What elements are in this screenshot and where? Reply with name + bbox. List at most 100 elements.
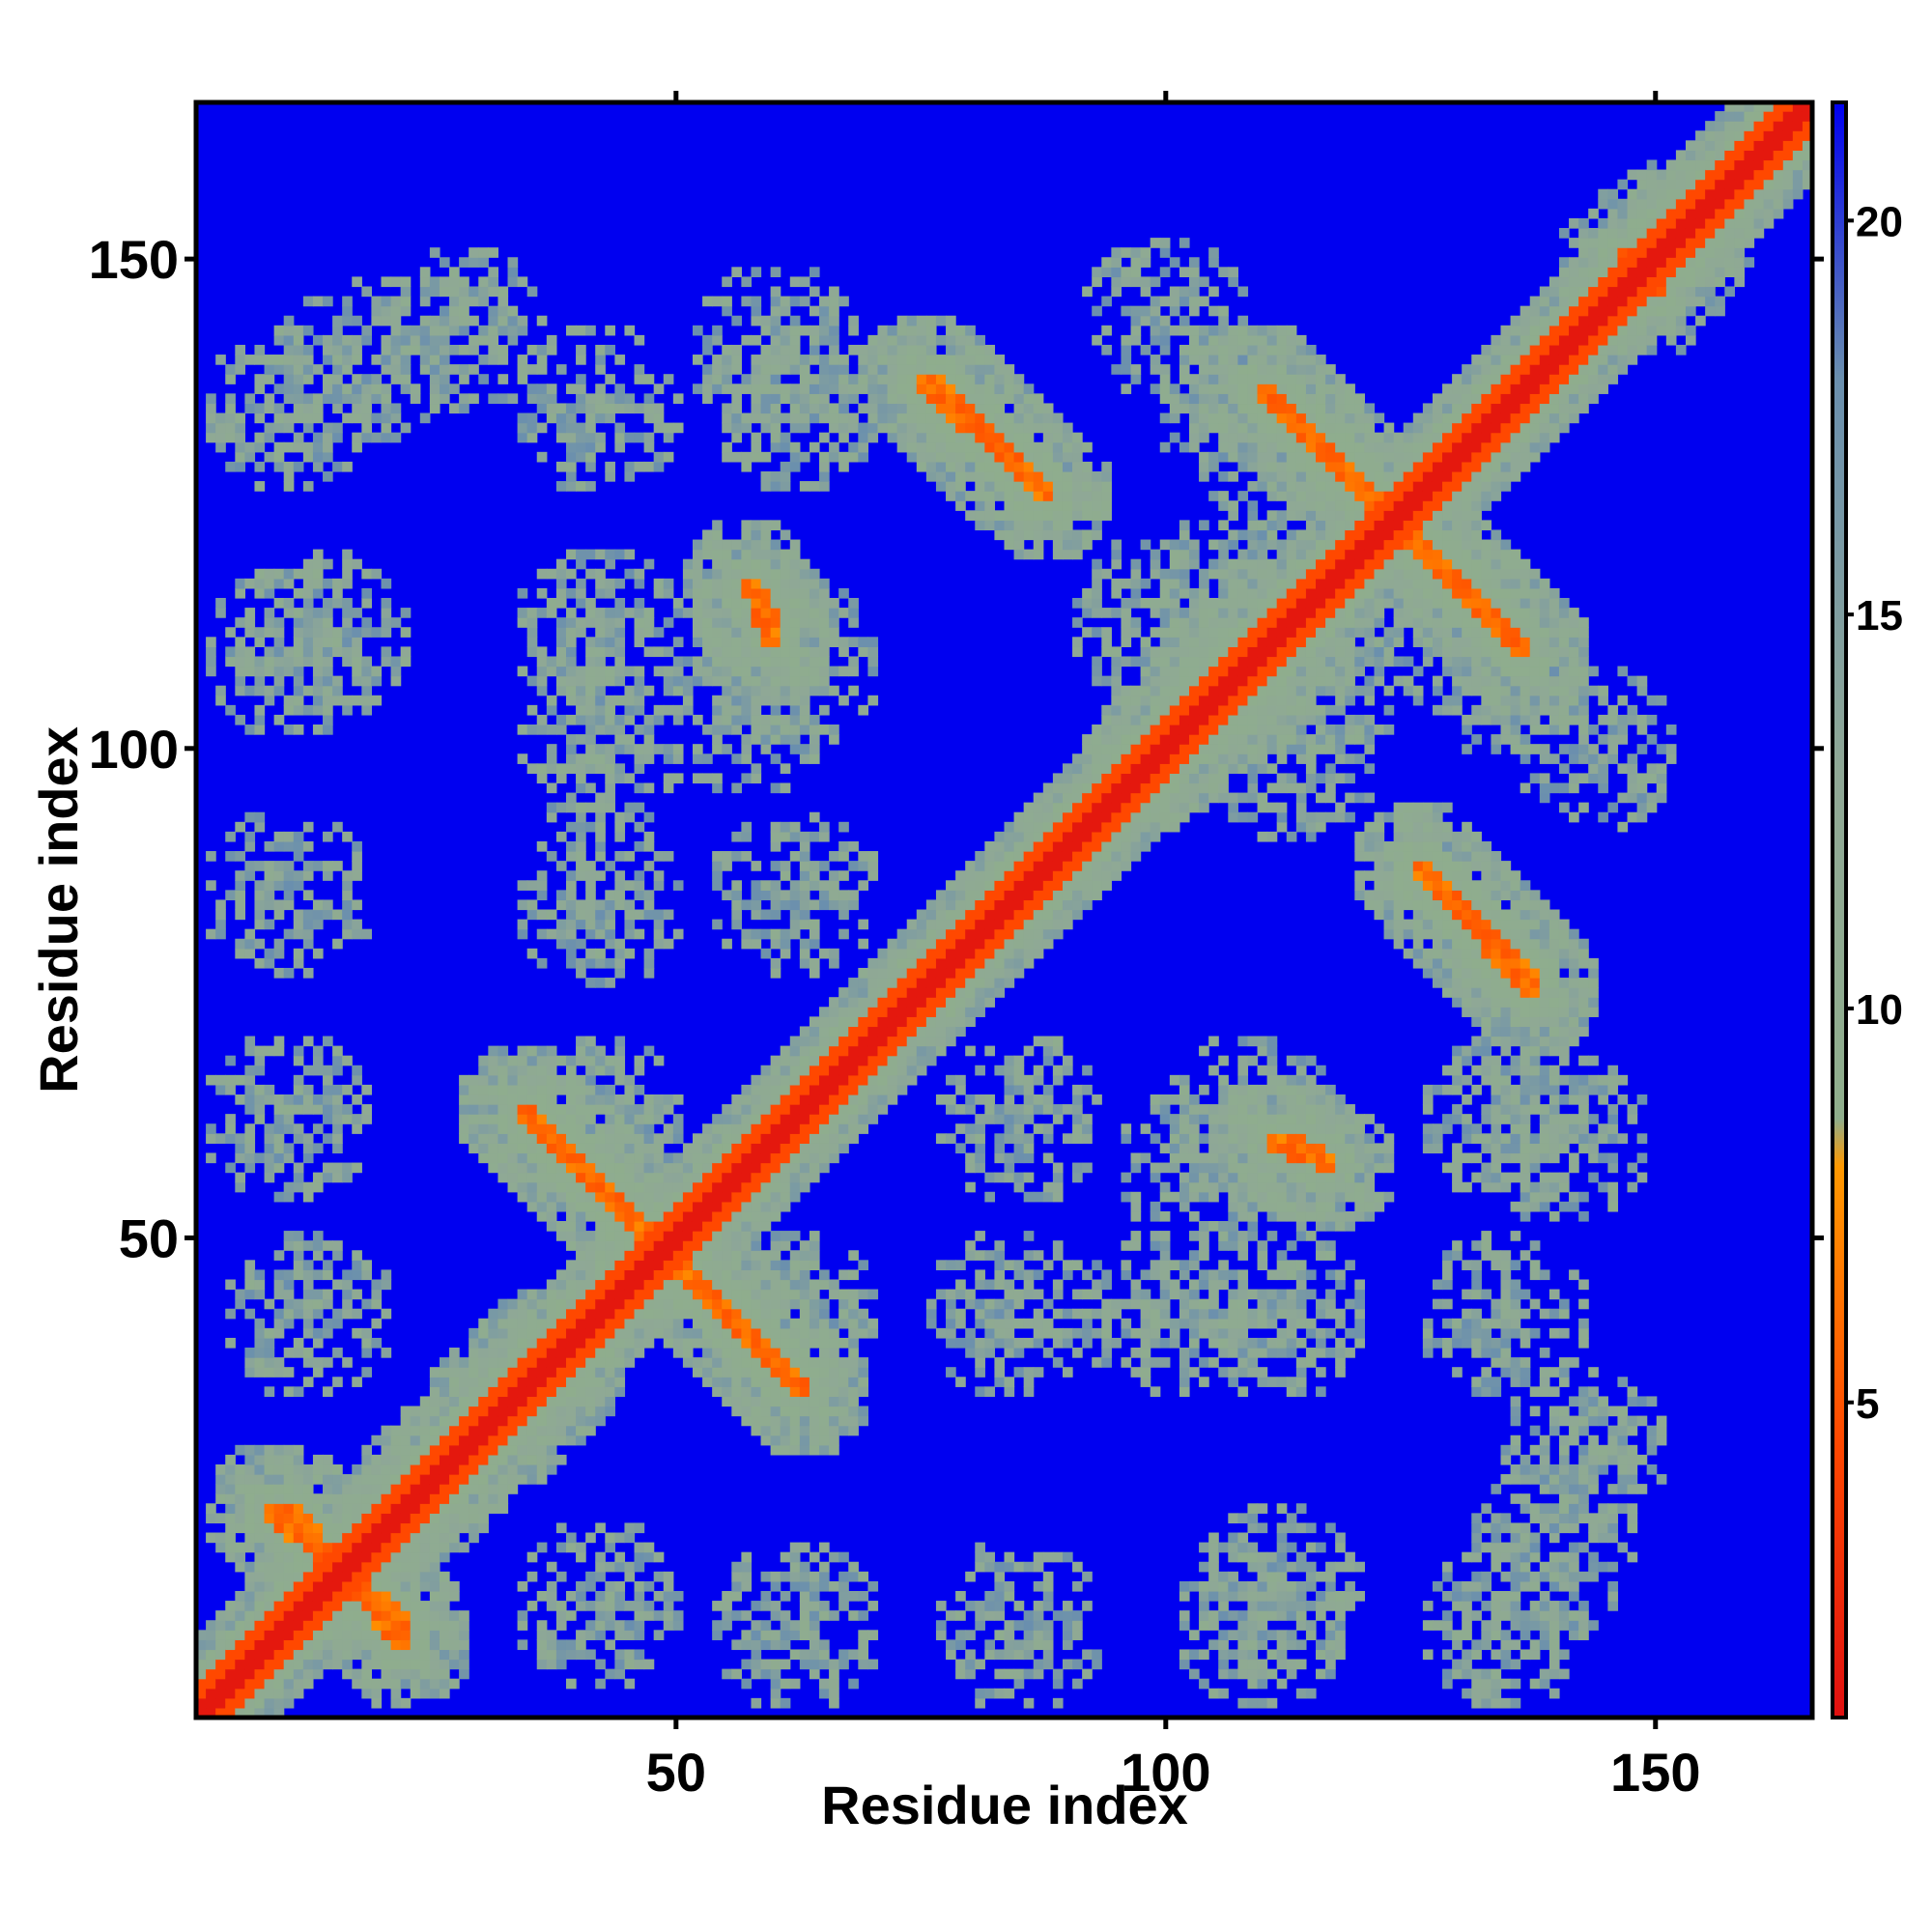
heatmap-cell	[352, 1561, 362, 1573]
heatmap-cell	[634, 1065, 645, 1076]
heatmap-cell	[770, 1348, 781, 1358]
heatmap-cell	[254, 724, 266, 735]
heatmap-cell	[332, 374, 343, 384]
heatmap-cell	[332, 1104, 343, 1115]
heatmap-cell	[799, 919, 810, 930]
heatmap-cell	[342, 412, 353, 424]
heatmap-cell	[381, 1649, 392, 1661]
heatmap-cell	[488, 1348, 499, 1358]
heatmap-cell	[672, 1289, 684, 1300]
heatmap-cell	[741, 1289, 753, 1300]
heatmap-cell	[809, 1396, 820, 1407]
heatmap-cell	[439, 344, 450, 355]
heatmap-cell	[760, 1181, 772, 1193]
heatmap-cell	[741, 422, 753, 434]
heatmap-cell	[614, 899, 626, 911]
heatmap-cell	[682, 1260, 694, 1270]
heatmap-cell	[799, 1415, 810, 1427]
heatmap-cell	[780, 1678, 791, 1690]
heatmap-cell	[595, 695, 606, 706]
heatmap-cell	[731, 549, 742, 560]
heatmap-cell	[712, 520, 723, 531]
heatmap-cell	[741, 821, 753, 833]
heatmap-cell	[546, 1463, 557, 1475]
heatmap-cell	[312, 334, 324, 346]
heatmap-cell	[332, 1250, 343, 1261]
heatmap-cell	[799, 412, 810, 424]
heatmap-cell	[585, 1377, 596, 1387]
heatmap-cell	[555, 1348, 567, 1358]
heatmap-cell	[643, 967, 655, 979]
heatmap-cell	[565, 1162, 577, 1174]
heatmap-cell	[429, 1551, 440, 1563]
heatmap-cell	[809, 1162, 820, 1174]
heatmap-cell	[225, 1308, 236, 1320]
heatmap-cell	[312, 403, 324, 414]
heatmap-cell	[770, 938, 781, 950]
heatmap-cell	[390, 1435, 402, 1446]
heatmap-cell	[546, 909, 557, 921]
heatmap-cell	[760, 1065, 772, 1076]
heatmap-cell	[585, 1074, 596, 1086]
heatmap-cell	[935, 451, 947, 463]
heatmap-cell	[273, 355, 285, 365]
heatmap-cell	[302, 1630, 314, 1640]
heatmap-cell	[955, 355, 966, 365]
heatmap-cell	[858, 1094, 869, 1105]
heatmap-cell	[215, 899, 226, 911]
heatmap-cell	[624, 1522, 636, 1534]
heatmap-cell	[975, 384, 985, 394]
heatmap-cell	[751, 763, 762, 775]
heatmap-cell	[838, 1580, 849, 1592]
heatmap-cell	[672, 1308, 684, 1320]
heatmap-cell	[225, 1337, 236, 1349]
heatmap-cell	[634, 364, 645, 375]
heatmap-cell	[215, 1532, 226, 1544]
heatmap-cell	[867, 987, 879, 998]
heatmap-cell	[634, 1542, 645, 1553]
heatmap-cell	[877, 1094, 889, 1105]
heatmap-cell	[946, 481, 956, 492]
heatmap-cell	[722, 861, 732, 871]
heatmap-cell	[555, 558, 567, 570]
heatmap-cell	[293, 840, 304, 852]
heatmap-cell	[576, 374, 586, 384]
heatmap-cell	[672, 773, 684, 784]
heatmap-cell	[838, 890, 849, 901]
heatmap-cell	[887, 1094, 898, 1105]
heatmap-cell	[565, 1367, 577, 1378]
heatmap-cell	[916, 403, 927, 414]
heatmap-cell	[293, 441, 304, 453]
heatmap-cell	[614, 1269, 626, 1281]
heatmap-cell	[595, 549, 606, 560]
heatmap-cell	[361, 1630, 373, 1640]
heatmap-cell	[702, 753, 713, 764]
heatmap-cell	[264, 1532, 275, 1544]
heatmap-cell	[576, 1094, 586, 1105]
heatmap-cell	[741, 1551, 753, 1563]
heatmap-cell	[449, 344, 460, 355]
heatmap-cell	[935, 1026, 947, 1037]
heatmap-cell	[381, 1551, 392, 1563]
heatmap-cell	[643, 374, 655, 384]
heatmap-cell	[789, 1415, 801, 1427]
heatmap-cell	[643, 441, 655, 453]
heatmap-cell	[264, 364, 275, 375]
heatmap-cell	[634, 1260, 645, 1270]
heatmap-cell	[390, 1601, 402, 1611]
heatmap-cell	[634, 1289, 645, 1300]
heatmap-cell	[789, 714, 801, 725]
heatmap-cell	[283, 374, 295, 384]
heatmap-cell	[585, 957, 596, 969]
heatmap-cell	[789, 597, 801, 609]
heatmap-cell	[975, 890, 985, 901]
heatmap-cell	[244, 1133, 256, 1144]
heatmap-cell	[809, 1386, 820, 1398]
heatmap-cell	[352, 1590, 362, 1602]
heatmap-cell	[605, 978, 615, 988]
heatmap-cell	[332, 461, 343, 472]
heatmap-cell	[809, 412, 820, 424]
heatmap-cell	[809, 325, 820, 336]
heatmap-cell	[780, 1084, 791, 1095]
heatmap-cell	[741, 1308, 753, 1320]
